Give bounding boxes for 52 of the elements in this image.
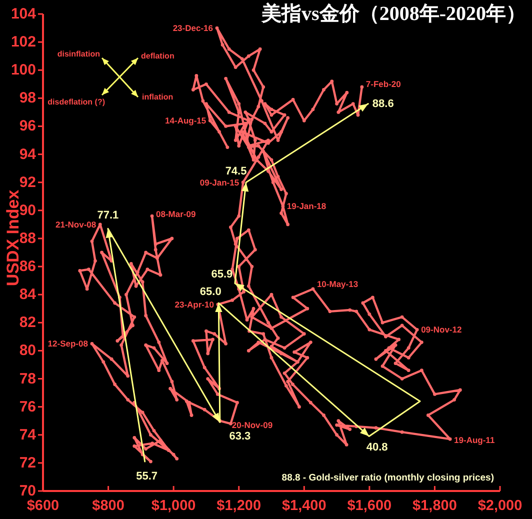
y-tick-label: 88 bbox=[19, 230, 36, 247]
x-tick-label: $1,600 bbox=[347, 498, 392, 514]
annotation: 65.0 bbox=[200, 286, 222, 298]
y-tick-label: 94 bbox=[19, 146, 37, 163]
annotation: 14-Aug-15 bbox=[165, 116, 206, 126]
x-tick-label: $800 bbox=[92, 498, 124, 514]
y-tick-label: 76 bbox=[19, 398, 36, 416]
annotation: 63.3 bbox=[229, 430, 251, 442]
y-tick-label: 100 bbox=[10, 62, 36, 79]
y-tick-label: 84 bbox=[19, 286, 37, 304]
chart-title: 美指vs金价（2008年-2020年） bbox=[260, 2, 526, 25]
annotation: 09-Nov-12 bbox=[421, 324, 462, 335]
y-tick-label: 72 bbox=[19, 454, 36, 472]
annotation: 88.8 - Gold-silver ratio (monthly closing prices) bbox=[282, 472, 494, 484]
annotation: 7-Feb-20 bbox=[366, 78, 402, 89]
annotation: 65.9 bbox=[211, 268, 233, 280]
annotation: inflation bbox=[142, 92, 174, 102]
annotation: 55.7 bbox=[136, 470, 158, 483]
annotation: 88.6 bbox=[372, 98, 394, 110]
y-tick-label: 96 bbox=[19, 118, 36, 135]
y-tick-label: 102 bbox=[10, 34, 36, 51]
y-tick-label: 70 bbox=[19, 482, 36, 500]
annotation: 23-Dec-16 bbox=[172, 23, 214, 34]
annotation: deflation bbox=[141, 52, 174, 60]
annotation: 10-May-13 bbox=[316, 278, 358, 289]
x-tick-label: $1,200 bbox=[216, 498, 262, 514]
annotation: disdeflation (?) bbox=[48, 98, 106, 106]
annotation: 12-Sep-08 bbox=[48, 338, 88, 349]
y-tick-label: 78 bbox=[19, 370, 36, 388]
y-tick-label: 82 bbox=[19, 314, 36, 332]
annotation: 08-Mar-09 bbox=[156, 209, 196, 220]
annotation: 19-Aug-11 bbox=[454, 435, 495, 446]
x-tick-label: $600 bbox=[26, 498, 60, 514]
y-tick-label: 98 bbox=[19, 90, 36, 107]
annotation: 74.5 bbox=[225, 165, 247, 178]
y-tick-label: 104 bbox=[10, 6, 37, 22]
annotation: 40.8 bbox=[366, 441, 388, 454]
annotation: 23-Apr-10 bbox=[174, 299, 214, 310]
x-tick-label: $2,000 bbox=[478, 498, 522, 514]
x-tick-label: $1,000 bbox=[151, 498, 196, 514]
annotation: 20-Nov-09 bbox=[232, 420, 273, 430]
y-tick-label: 92 bbox=[19, 174, 36, 191]
annotation: 77.1 bbox=[97, 210, 119, 222]
y-tick-label: 90 bbox=[19, 202, 36, 219]
x-tick-label: $1,400 bbox=[282, 498, 326, 514]
y-tick-label: 80 bbox=[19, 342, 36, 360]
annotation: 19-Jan-18 bbox=[286, 201, 326, 212]
y-tick-label: 74 bbox=[19, 426, 37, 444]
annotation: 21-Nov-08 bbox=[55, 219, 96, 230]
x-tick-label: $1,800 bbox=[412, 498, 457, 514]
annotation: disinflation bbox=[57, 50, 100, 58]
annotation: 09-Jan-15 bbox=[200, 177, 240, 188]
